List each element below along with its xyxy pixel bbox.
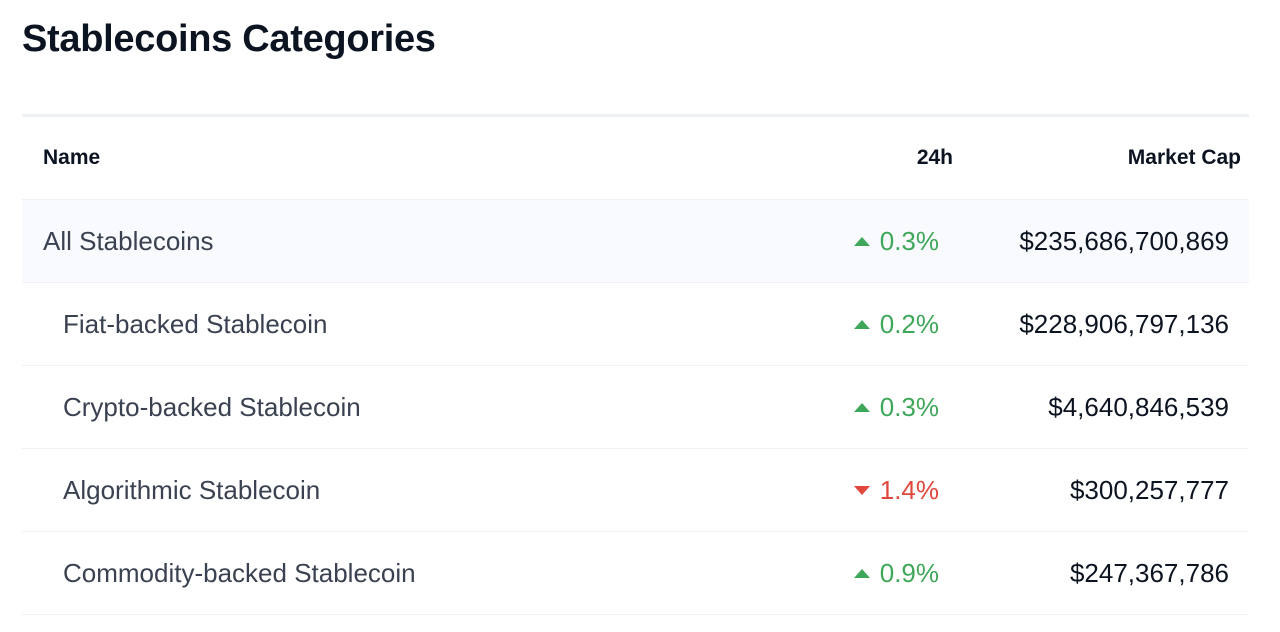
table-row: Crypto-backed Stablecoin 0.3% $4,640,846,5…: [22, 366, 1249, 449]
table-row: All Stablecoins 0.3% $235,686,700,869: [22, 200, 1249, 283]
market-cap: $300,257,777: [1069, 474, 1229, 505]
category-name: Crypto-backed Stablecoin: [63, 391, 361, 422]
change-cell: 0.2%: [853, 283, 939, 365]
category-name: Commodity-backed Stablecoin: [63, 557, 416, 588]
category-name: Algorithmic Stablecoin: [63, 474, 321, 505]
change-cell: 1.4%: [853, 449, 939, 531]
change-cell: 0.3%: [853, 200, 939, 282]
market-cap: $235,686,700,869: [1019, 225, 1229, 256]
trend-arrow: [853, 319, 870, 329]
change-value: 0.9%: [879, 557, 939, 588]
change-value: 1.4%: [879, 474, 939, 505]
change-value: 0.2%: [879, 308, 939, 339]
table-header: Name 24h Market Cap: [22, 117, 1249, 200]
table-row: Algorithmic Stablecoin 1.4% $300,257,777: [22, 449, 1249, 532]
market-cap: $4,640,846,539: [1048, 391, 1229, 422]
trend-arrow: [853, 402, 870, 412]
table-row: Commodity-backed Stablecoin 0.9% $247,367,…: [22, 532, 1249, 615]
trend-arrow: [853, 485, 870, 495]
column-header: 24h: [916, 146, 953, 169]
categories-table: Name 24h Market Cap All Stablecoins 0.3% $…: [22, 114, 1249, 615]
trend-arrow: [853, 568, 870, 578]
column-header: Name: [43, 146, 101, 169]
table-row: Fiat-backed Stablecoin 0.2% $228,906,797,1…: [22, 283, 1249, 366]
category-name: All Stablecoins: [43, 225, 214, 256]
market-cap: $247,367,786: [1069, 557, 1229, 588]
change-cell: 0.3%: [853, 366, 939, 448]
column-header: Market Cap: [1127, 146, 1241, 169]
market-cap: $228,906,797,136: [1019, 308, 1229, 339]
category-name: Fiat-backed Stablecoin: [63, 308, 328, 339]
page-title: Stablecoins Categories: [22, 18, 436, 60]
change-value: 0.3%: [879, 225, 939, 256]
trend-arrow: [853, 236, 870, 246]
change-cell: 0.9%: [853, 532, 939, 614]
change-value: 0.3%: [879, 391, 939, 422]
